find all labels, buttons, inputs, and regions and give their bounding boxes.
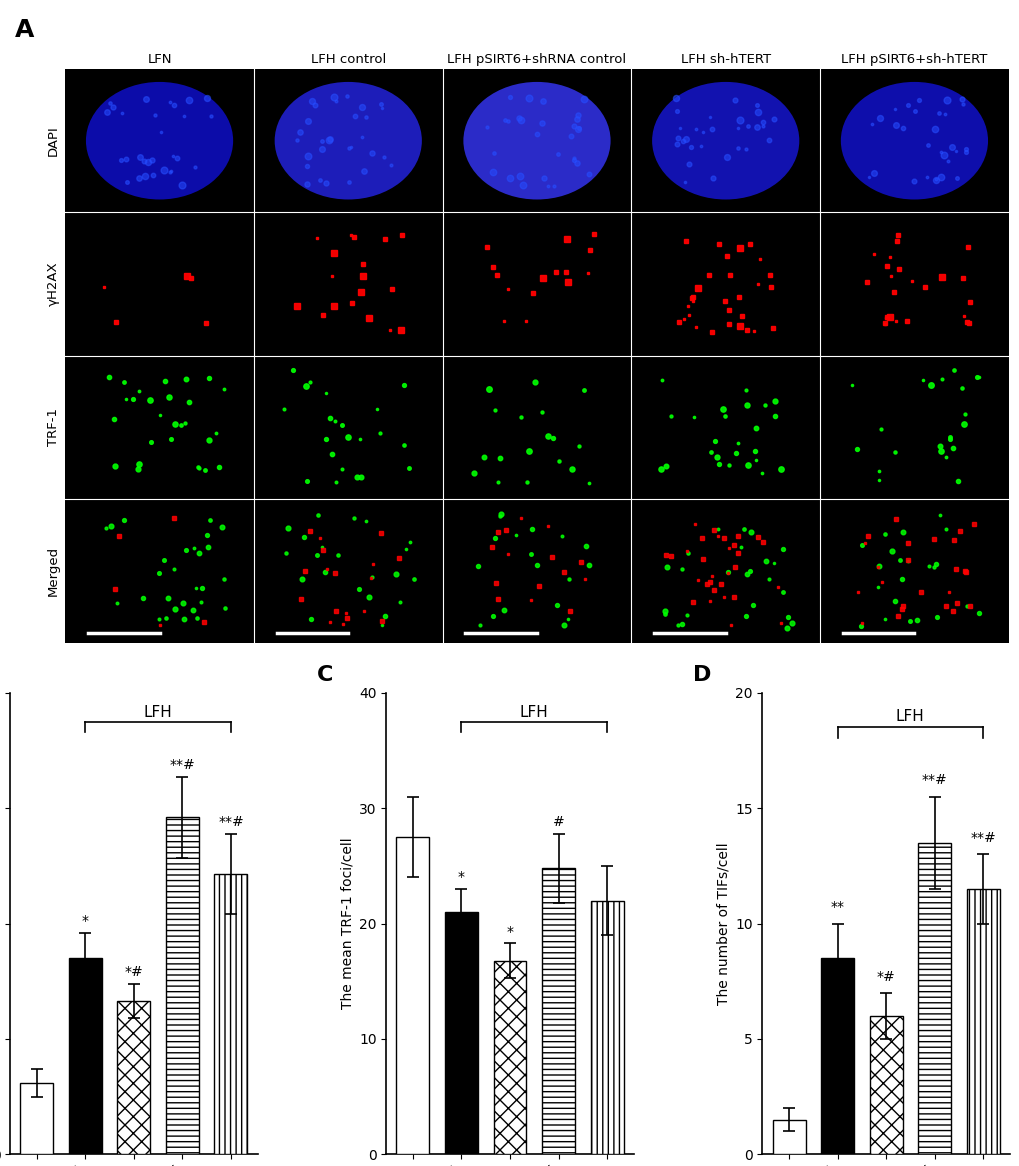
Text: A: A (15, 17, 35, 42)
Text: LFN: LFN (147, 52, 171, 65)
Bar (541, 869, 575, 1154)
Bar (214, 874, 248, 1154)
Bar (396, 837, 429, 1154)
Ellipse shape (274, 82, 422, 199)
Text: γH2AX: γH2AX (47, 262, 60, 307)
Bar (966, 888, 999, 1154)
Bar (69, 958, 102, 1154)
Ellipse shape (86, 82, 233, 199)
Text: *#: *# (124, 965, 143, 979)
Ellipse shape (840, 82, 987, 199)
Text: LFH sh-hTERT: LFH sh-hTERT (680, 52, 770, 65)
Text: TRF-1: TRF-1 (47, 408, 60, 447)
Bar (869, 1016, 902, 1154)
Text: LFH: LFH (895, 709, 924, 724)
Text: LFH pSIRT6+sh-hTERT: LFH pSIRT6+sh-hTERT (841, 52, 986, 65)
Bar (117, 1000, 150, 1154)
Text: LFH pSIRT6+shRNA control: LFH pSIRT6+shRNA control (447, 52, 626, 65)
Text: **#: **# (218, 815, 244, 829)
Ellipse shape (463, 82, 610, 199)
Text: **#: **# (169, 758, 195, 773)
Text: DAPI: DAPI (47, 125, 60, 156)
Bar (493, 961, 526, 1154)
Text: LFH control: LFH control (311, 52, 385, 65)
Text: LFH: LFH (144, 705, 172, 719)
Text: C: C (317, 665, 333, 686)
Text: *: * (82, 914, 89, 928)
Text: *: * (506, 925, 513, 939)
Text: #: # (552, 815, 564, 829)
Text: *#: *# (876, 970, 895, 984)
Text: *: * (458, 870, 465, 884)
Text: **: ** (829, 900, 844, 914)
Bar (590, 900, 623, 1154)
Bar (20, 1083, 53, 1154)
Bar (444, 912, 478, 1154)
Y-axis label: The number of TIFs/cell: The number of TIFs/cell (716, 842, 731, 1005)
Text: **#: **# (921, 773, 947, 787)
Text: Merged: Merged (47, 546, 60, 596)
Bar (771, 1119, 805, 1154)
Bar (917, 843, 950, 1154)
Y-axis label: The mean TRF-1 foci/cell: The mean TRF-1 foci/cell (340, 838, 355, 1010)
Ellipse shape (651, 82, 799, 199)
Bar (166, 817, 199, 1154)
Text: D: D (693, 665, 711, 686)
Text: LFH: LFH (520, 705, 548, 719)
Bar (820, 958, 853, 1154)
Text: **#: **# (969, 831, 995, 845)
